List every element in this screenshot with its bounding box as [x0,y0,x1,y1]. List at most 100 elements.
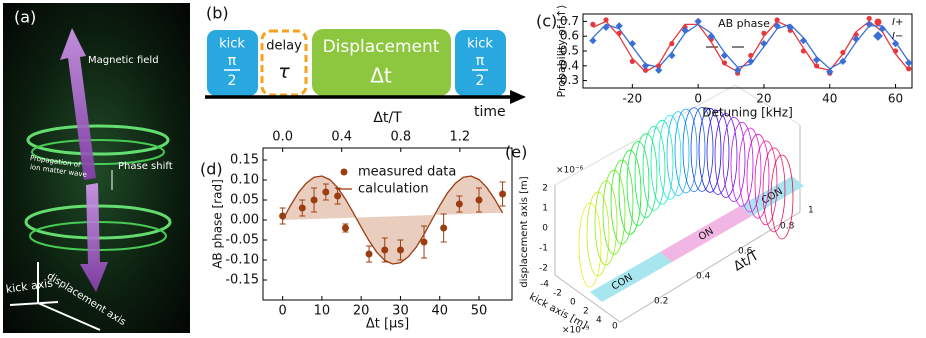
tick-label: -2 [539,264,548,274]
tube-ring [738,127,762,213]
data-point [853,32,859,38]
upper-arrow [60,28,96,180]
x-tick-label: -20 [623,92,643,106]
block-label: delay [266,39,302,54]
pulse-block [207,30,258,96]
data-point [852,35,860,43]
x-tick-label: 40 [822,92,837,106]
x-axis-label: Detuning [kHz] [702,106,793,120]
data-point [455,200,463,208]
tick-label: 4 [596,316,602,326]
axis-arrow [9,301,59,306]
y-tick-label: 0.7 [560,14,579,28]
tube-ring [650,119,674,205]
tube-ring [666,111,690,196]
data-point [615,22,623,30]
data-point [656,63,662,69]
tube-ring [586,191,610,277]
tick-label: 0 [542,224,548,234]
data-point [616,30,622,36]
panel-e: (e) CON ON CON displacement axis [m] ×10… [505,84,814,336]
data-point [813,63,820,69]
panel-label: (d) [200,160,223,179]
data-point [707,32,715,40]
data-point [866,15,872,22]
x2-axis-label: Δt/T [373,110,402,126]
lower-arrow [80,183,108,292]
delay-block [260,29,308,97]
data-point [681,26,689,34]
tube-ring [594,180,618,266]
panel-label: (e) [505,143,527,162]
tube-ring [658,114,682,200]
box-edge [554,84,736,186]
y-tick-label: 0.10 [230,173,259,188]
data-point [629,58,635,64]
tube-ring [610,159,634,245]
panel-label: (c) [536,12,557,31]
tube-ring [722,117,746,202]
block-label: 2 [228,73,237,89]
data-point [628,39,636,48]
block-label: π [228,53,237,69]
data-point [668,51,676,60]
y-tick-label: -0.05 [225,233,259,248]
data-point [800,48,807,54]
legend-label: calculation [358,182,429,197]
axis-arrow [37,302,101,331]
tick-label: 2 [583,307,589,317]
block-label: τ [278,61,290,83]
data-point [865,20,873,28]
legend-label: measured data [358,165,456,180]
tube-ring [730,121,754,207]
tube-ring [690,106,714,192]
time-arrowhead [510,90,526,104]
tick-label: 0.6 [738,247,753,257]
data-point [365,250,373,258]
tick-label: 1 [808,206,814,216]
x2-tick-label: 0.8 [390,130,411,145]
x-axis-label: Δt [μs] [366,317,409,332]
x-tick-label: 20 [756,92,771,106]
data-point [322,188,330,196]
axis-label: time [474,104,506,120]
data-point [878,25,887,33]
plot-frame [262,147,513,301]
data-point [381,246,389,254]
data-point [310,196,318,204]
data-point [892,48,899,54]
zone-strip [660,206,752,262]
chart-0: 0.30.40.50.60.7 -20 0 20 40 60 (c) Detuning [kH… [536,5,913,120]
data-point [839,57,847,65]
data-point [669,41,675,47]
x-tick-label: 60 [888,92,903,106]
annotation: AB phase [718,17,770,30]
x-tick-label: 10 [314,304,331,319]
y-tick-label: 0.5 [560,44,579,58]
data-point [906,66,912,72]
block-label: Δt [370,64,392,88]
x2-tick-label: 0.4 [331,130,352,145]
tick-label: 0.4 [696,272,711,282]
tube-ring [706,109,730,195]
data-point [733,66,742,74]
tick-label: 0.2 [654,297,668,307]
block-label: kick [219,37,245,52]
x-tick-label: 0 [278,304,286,319]
ring [31,139,165,165]
data-point [590,21,596,27]
annotation: Magnetic field [88,55,159,66]
data-point [747,57,755,65]
data-point [420,238,428,246]
data-point [298,204,306,212]
data-point [641,62,650,70]
data-point [826,68,834,76]
data-point [786,23,794,31]
y-tick-label: 0.4 [560,58,579,72]
y-tick-label: -0.15 [225,273,259,288]
tube-ring [746,133,770,219]
tube-ring [634,133,658,218]
x2-tick-label: 0.0 [272,130,293,145]
panel-a: (a) Magnetic field Propagation of ion ma… [3,3,190,333]
